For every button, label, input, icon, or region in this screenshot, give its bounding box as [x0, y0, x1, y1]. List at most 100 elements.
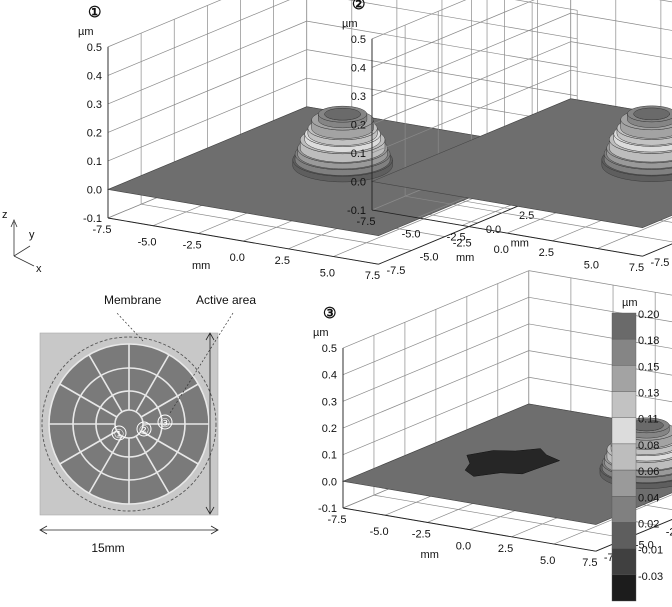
x-tick-label: 5.0 — [320, 268, 335, 280]
membrane-schematic: ① ② ③ Membrane Active area 15mm — [39, 293, 256, 555]
z-tick-label: 0.1 — [322, 450, 337, 462]
y-tick-label: -5.0 — [635, 539, 654, 551]
schematic-marker-ring — [111, 425, 127, 441]
colorbar-label: 0.13 — [638, 388, 659, 400]
z-arrowhead — [10, 218, 18, 228]
z-unit-label: µm — [78, 26, 94, 38]
colorbar-swatch — [611, 391, 637, 418]
active-area-label: Active area — [196, 293, 256, 307]
height-arrowheads — [205, 332, 215, 515]
colorbar-label: 0.06 — [638, 466, 659, 478]
colorbar-label: 0.11 — [638, 414, 659, 426]
grid-line — [570, 12, 672, 31]
x-tick-label: -7.5 — [357, 216, 376, 228]
schematic-marker: ③ — [160, 416, 171, 430]
y-legend-label: y — [29, 229, 35, 241]
colorbar-label: -0.03 — [638, 571, 663, 583]
x-tick-label: -7.5 — [93, 224, 112, 236]
x-unit-label: mm — [192, 260, 210, 272]
z-tick-label: 0.2 — [322, 423, 337, 435]
colorbar-swatch — [611, 496, 637, 523]
x-tick-label: 5.0 — [540, 555, 555, 567]
x-arrow — [13, 255, 35, 267]
x-tick-label: 7.5 — [629, 262, 644, 274]
colorbar-label: 0.18 — [638, 335, 659, 347]
x-tick-label: -2.5 — [412, 528, 431, 540]
z-tick-label: 0.0 — [87, 184, 102, 196]
x-tick-label: 2.5 — [275, 255, 290, 267]
x-tick-label: 2.5 — [498, 543, 513, 555]
panel-marker: ② — [352, 0, 365, 13]
segment-gap — [135, 354, 170, 413]
segment-gap — [135, 435, 170, 494]
z-tick-label: 0.3 — [351, 91, 366, 103]
segment-gap — [140, 383, 199, 418]
schematic-marker: ① — [114, 427, 125, 441]
z-tick-label: 0.5 — [87, 42, 102, 54]
segment-gap — [140, 430, 199, 465]
schematic-marker-ring — [136, 421, 152, 437]
z-tick-label: 0.1 — [87, 156, 102, 168]
x-axis-line — [371, 209, 643, 257]
z-unit-label: µm — [342, 18, 358, 30]
colorbar-unit: µm — [622, 297, 638, 309]
x-tick-label: 0.0 — [494, 244, 509, 256]
x-unit-label: mm — [456, 252, 474, 264]
schematic-marker-ring — [157, 414, 173, 430]
colorbar-swatch — [611, 469, 637, 497]
width-arrowheads — [39, 525, 219, 535]
y-tick-label: -5.0 — [420, 251, 439, 263]
z-tick-label: 0.4 — [322, 370, 337, 382]
schematic-marker: ② — [139, 423, 150, 437]
x-tick-label: 7.5 — [365, 270, 380, 282]
x-tick-label: 0.0 — [230, 252, 245, 264]
z-tick-label: -0.1 — [83, 213, 102, 225]
panel-marker: ① — [88, 4, 101, 21]
x-tick-label: -5.0 — [370, 526, 389, 538]
z-tick-label: 0.3 — [322, 396, 337, 408]
z-tick-label: 0.4 — [351, 62, 366, 74]
y-tick-label: 2.5 — [519, 210, 534, 222]
y-tick-label: -2.5 — [666, 526, 672, 538]
x-tick-label: -2.5 — [183, 239, 202, 251]
z-tick-label: 0.5 — [322, 343, 337, 355]
x-tick-label: -5.0 — [138, 237, 157, 249]
colorbar-swatch — [611, 574, 637, 602]
x-tick-label: 0.0 — [456, 541, 471, 553]
x-tick-label: -5.0 — [402, 229, 421, 241]
segment-gap — [88, 435, 123, 494]
colorbar-swatch — [611, 548, 637, 576]
colorbar-label: 0.15 — [638, 361, 659, 373]
x-unit-label: mm — [421, 549, 439, 561]
x-tick-label: 7.5 — [582, 557, 597, 569]
surface-plane — [370, 98, 672, 229]
z-tick-label: -0.1 — [318, 503, 337, 515]
colorbar-swatch — [611, 338, 637, 366]
y-unit-label: mm — [511, 237, 529, 249]
colorbar: 0.20 0.18 0.15 0.13 0.11 0.08 0.06 0.04 0.02 -0.0… — [611, 297, 663, 602]
x-tick-label: -7.5 — [328, 514, 347, 526]
z-tick-label: 0.2 — [351, 119, 366, 131]
z-tick-label: 0.3 — [87, 99, 102, 111]
grid-line — [553, 494, 672, 545]
z-unit-label: µm — [313, 327, 329, 339]
colorbar-label: 0.20 — [638, 309, 659, 321]
colorbar-label: 0.08 — [638, 440, 659, 452]
z-tick-label: 0.5 — [351, 34, 366, 46]
x-tick-label: -2.5 — [447, 231, 466, 243]
surface-trough — [464, 448, 561, 477]
z-tick-label: 0.1 — [351, 148, 366, 160]
x-legend-label: x — [36, 263, 42, 275]
z-tick-label: 0.4 — [87, 70, 102, 82]
z-legend-label: z — [2, 209, 8, 221]
colorbar-swatch — [611, 417, 637, 445]
grid-line — [571, 0, 672, 2]
peak-cap — [633, 107, 670, 121]
x-tick-label: 2.5 — [539, 247, 554, 259]
panel-marker: ③ — [323, 305, 336, 322]
y-tick-label: -7.5 — [650, 257, 669, 269]
grid-line — [528, 270, 672, 296]
membrane-leader — [115, 311, 144, 342]
colorbar-label: 0.02 — [638, 518, 659, 530]
